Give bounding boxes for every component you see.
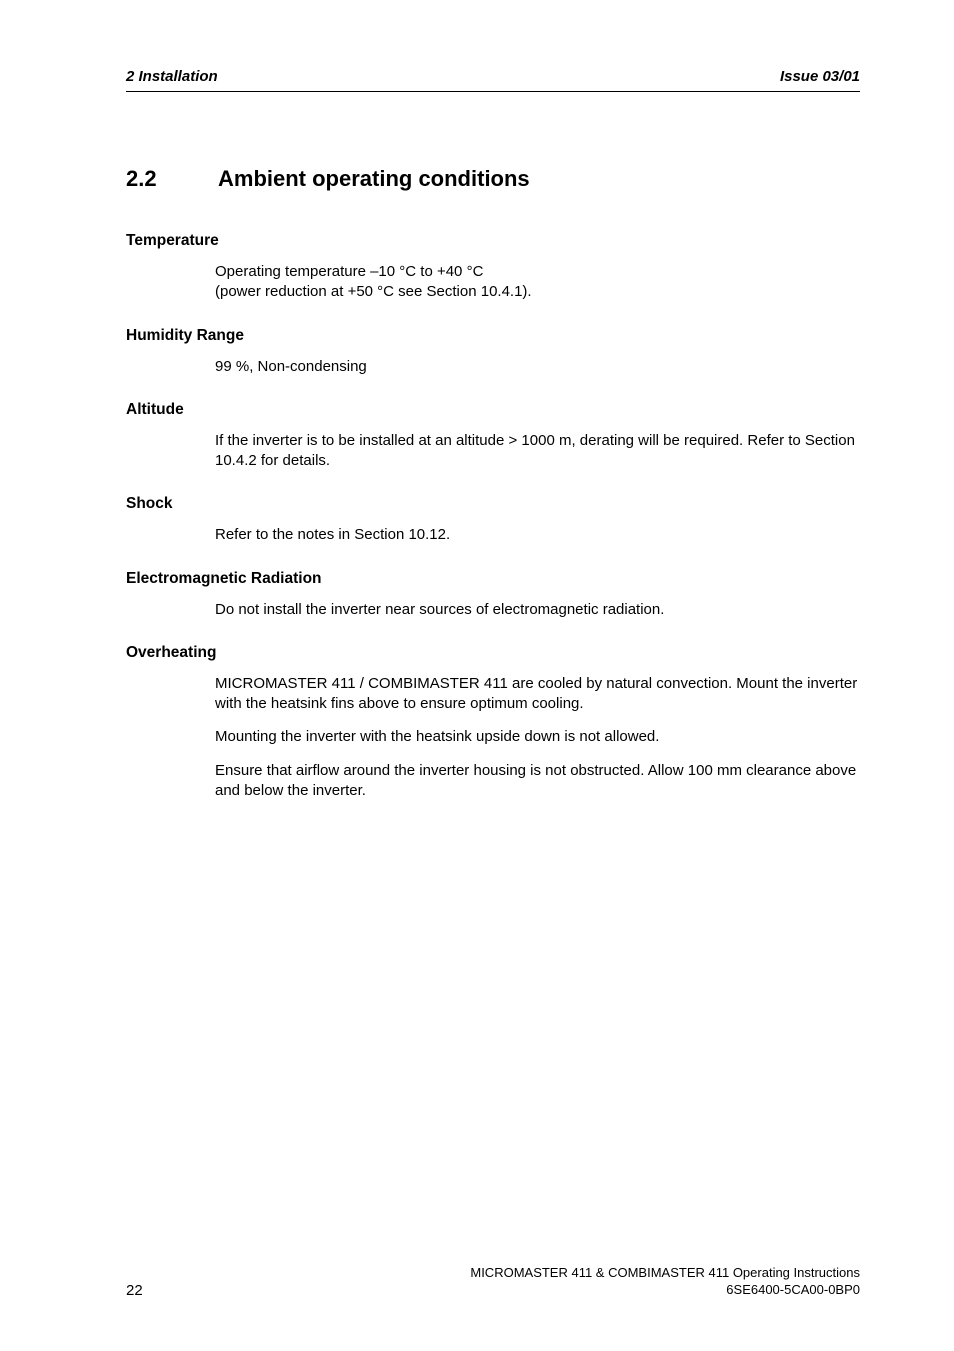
footer-page-number: 22 bbox=[126, 1282, 143, 1299]
body-overheating-3: Ensure that airflow around the inverter … bbox=[215, 761, 860, 802]
body-humidity: 99 %, Non-condensing bbox=[215, 357, 860, 377]
footer-right-line2: 6SE6400-5CA00-0BP0 bbox=[470, 1281, 860, 1299]
subheading-altitude: Altitude bbox=[126, 401, 860, 419]
document-page: 2 Installation Issue 03/01 2.2 Ambient o… bbox=[0, 0, 954, 1351]
section-number: 2.2 bbox=[126, 166, 218, 192]
body-overheating-1: MICROMASTER 411 / COMBIMASTER 411 are co… bbox=[215, 674, 860, 715]
footer-right: MICROMASTER 411 & COMBIMASTER 411 Operat… bbox=[470, 1264, 860, 1299]
body-altitude: If the inverter is to be installed at an… bbox=[215, 431, 860, 472]
header-right: Issue 03/01 bbox=[780, 68, 860, 85]
footer-right-line1: MICROMASTER 411 & COMBIMASTER 411 Operat… bbox=[470, 1264, 860, 1282]
subheading-temperature: Temperature bbox=[126, 232, 860, 250]
body-emr: Do not install the inverter near sources… bbox=[215, 600, 860, 620]
subheading-emr: Electromagnetic Radiation bbox=[126, 570, 860, 588]
subheading-shock: Shock bbox=[126, 495, 860, 513]
section-title: Ambient operating conditions bbox=[218, 166, 530, 192]
subheading-humidity: Humidity Range bbox=[126, 327, 860, 345]
section-heading: 2.2 Ambient operating conditions bbox=[126, 166, 860, 192]
subheading-overheating: Overheating bbox=[126, 644, 860, 662]
body-shock: Refer to the notes in Section 10.12. bbox=[215, 525, 860, 545]
body-temperature: Operating temperature –10 °C to +40 °C (… bbox=[215, 262, 860, 303]
page-header: 2 Installation Issue 03/01 bbox=[126, 68, 860, 92]
page-footer: 22 MICROMASTER 411 & COMBIMASTER 411 Ope… bbox=[126, 1264, 860, 1299]
body-overheating-2: Mounting the inverter with the heatsink … bbox=[215, 727, 860, 747]
header-left: 2 Installation bbox=[126, 68, 218, 85]
